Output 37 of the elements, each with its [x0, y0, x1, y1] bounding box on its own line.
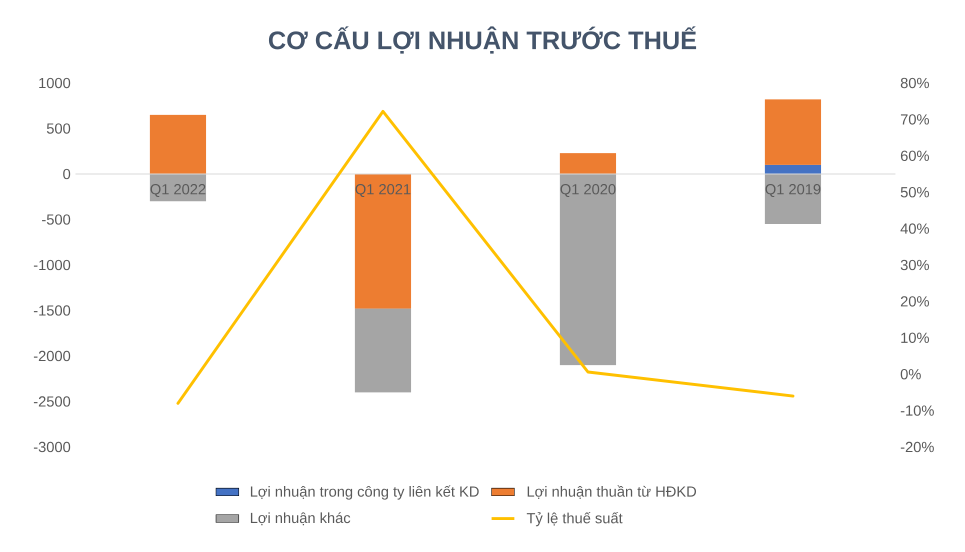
x-tick-label: Q1 2020 [560, 184, 616, 198]
bar [764, 174, 822, 224]
y-tick-label: -1000 [34, 260, 70, 270]
legend-label: Lợi nhuận thuần từ HĐKD [528, 485, 696, 499]
bar [764, 99, 822, 165]
x-tick-label: Q1 2019 [766, 184, 820, 198]
y2-tick-label: 50% [900, 187, 929, 198]
legend-label: Lợi nhuận khác [250, 512, 350, 526]
y2-tick-label: 60% [900, 150, 929, 161]
y2-tick-label: 0% [900, 369, 921, 380]
bar [354, 308, 412, 392]
y2-tick-label: -10% [900, 405, 934, 416]
bar [560, 174, 616, 366]
y2-tick-label: 20% [900, 296, 929, 307]
legend-label: Tỷ lệ thuế suất [526, 512, 623, 526]
y2-tick-label: 10% [901, 332, 929, 343]
bar [354, 174, 412, 309]
bar [764, 164, 822, 174]
bar [150, 114, 206, 174]
legend-label: Lợi nhuận trong công ty liên kết KD [250, 485, 479, 500]
y2-tick-label: 40% [900, 223, 929, 234]
y-tick-label: 500 [46, 123, 70, 134]
x-tick-label: Q1 2022 [150, 184, 206, 198]
y-tick-label: -500 [42, 214, 70, 225]
y-tick-label: 1000 [39, 78, 70, 88]
y2-tick-label: 30% [900, 260, 929, 270]
y-tick-label: 0 [63, 168, 70, 180]
y-tick-label: -1500 [34, 305, 70, 316]
chart-title: CƠ CẤU LỢI NHUẬN TRƯỚC THUẾ [268, 26, 696, 54]
y-tick-label: -2500 [34, 396, 70, 407]
x-tick-label: Q1 2021 [356, 184, 410, 198]
y2-tick-label: 80% [900, 78, 929, 88]
y-tick-label: -3000 [34, 442, 70, 452]
y2-tick-label: 70% [900, 114, 929, 125]
y2-tick-label: -20% [900, 442, 934, 452]
y-tick-label: -2000 [34, 350, 70, 362]
bar [560, 153, 616, 174]
